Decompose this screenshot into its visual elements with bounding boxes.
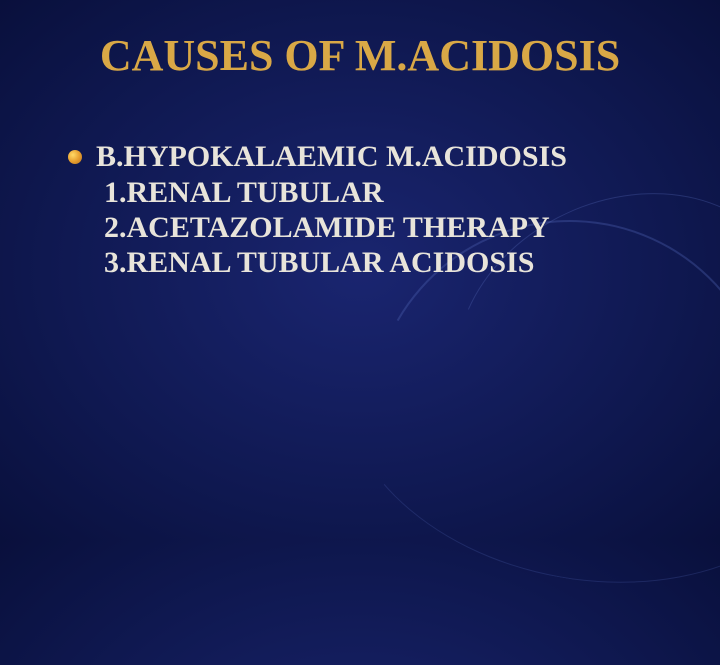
bullet-row: B.HYPOKALAEMIC M.ACIDOSIS: [68, 140, 567, 174]
bullet-icon: [68, 150, 82, 164]
slide-title: CAUSES OF M.ACIDOSIS: [0, 30, 720, 81]
section-heading: B.HYPOKALAEMIC M.ACIDOSIS: [96, 140, 567, 174]
slide-body: B.HYPOKALAEMIC M.ACIDOSIS 1.RENAL TUBULA…: [68, 140, 567, 280]
list-item: 2.ACETAZOLAMIDE THERAPY: [104, 211, 567, 245]
list-item: 3.RENAL TUBULAR ACIDOSIS: [104, 246, 567, 280]
list-item: 1.RENAL TUBULAR: [104, 176, 567, 210]
